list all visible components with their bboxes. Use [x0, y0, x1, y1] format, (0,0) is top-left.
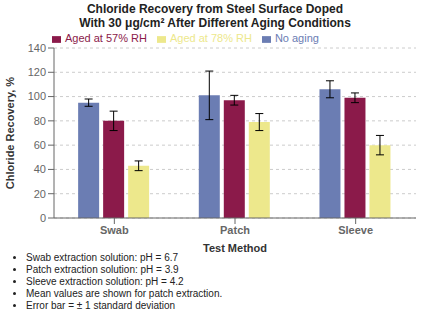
svg-text:120: 120 — [28, 66, 46, 78]
svg-text:Chloride Recovery, %: Chloride Recovery, % — [8, 77, 16, 189]
html-text:Error bar = ± 1 standard devia: Error bar = ± 1 standard deviation — [26, 300, 176, 311]
svg-text:20: 20 — [34, 188, 46, 200]
svg-text:100: 100 — [28, 90, 46, 102]
html-text:Swab extraction solution: pH =: Swab extraction solution: pH = 6.7 — [26, 252, 178, 263]
html-text:Chloride Recovery from Steel S: Chloride Recovery from Steel Surface Dop… — [87, 2, 343, 16]
html-text:Aged at 57% RH: Aged at 57% RH — [65, 32, 147, 44]
html-text:Aged at 78% RH: Aged at 78% RH — [169, 32, 252, 44]
svg-text:Swab: Swab — [100, 224, 129, 236]
html-text:Mean values are shown for patc: Mean values are shown for patch extracti… — [26, 288, 223, 299]
html-text:With 30 μg/cm² After Different: With 30 μg/cm² After Different Aging Con… — [79, 16, 351, 30]
svg-text:40: 40 — [34, 163, 46, 175]
svg-text:140: 140 — [28, 42, 46, 54]
html-text:No aging: No aging — [274, 32, 319, 44]
svg-text:Patch: Patch — [220, 224, 250, 236]
svg-text:60: 60 — [34, 139, 46, 151]
svg-text:80: 80 — [34, 115, 46, 127]
svg-text:0: 0 — [40, 212, 46, 224]
svg-text:Sleeve: Sleeve — [338, 224, 373, 236]
svg-text:Test Method: Test Method — [203, 242, 267, 252]
html-text:Sleeve extraction solution: pH: Sleeve extraction solution: pH = 4.2 — [26, 276, 184, 287]
html-text:Patch extraction solution: pH: Patch extraction solution: pH = 3.9 — [26, 264, 179, 275]
